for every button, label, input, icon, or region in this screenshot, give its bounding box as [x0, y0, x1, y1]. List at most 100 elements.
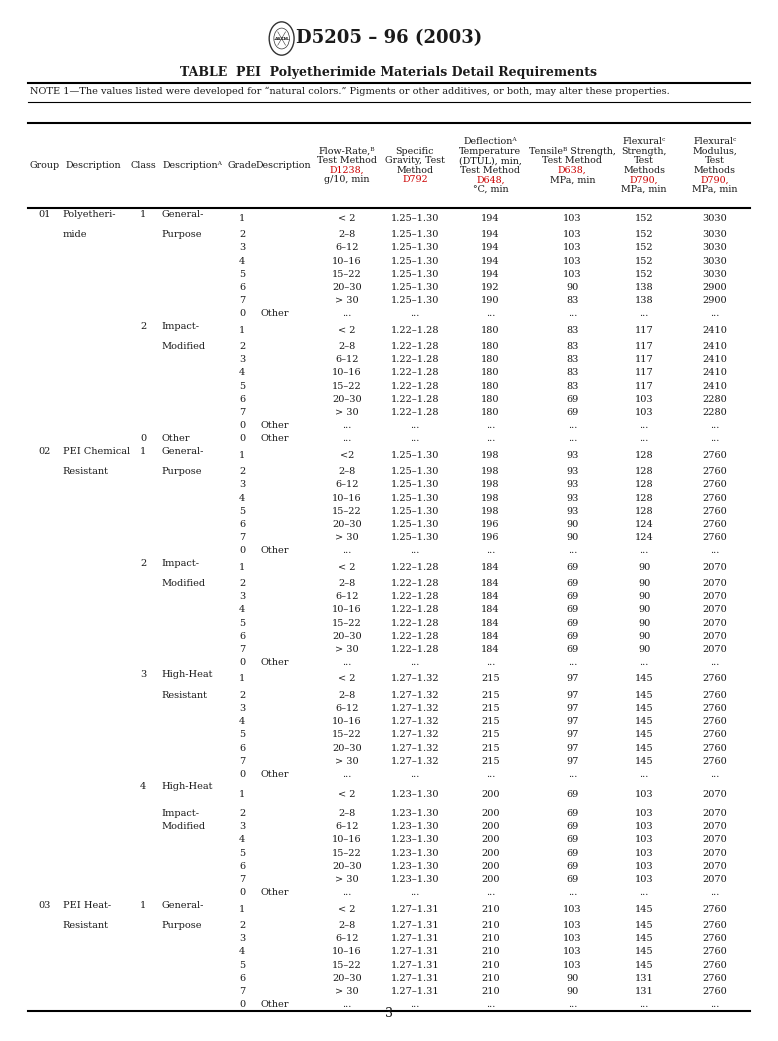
- Text: 6–12: 6–12: [335, 704, 359, 713]
- Text: ...: ...: [342, 309, 352, 319]
- Text: 3: 3: [239, 822, 245, 832]
- Text: 1.27–1.31: 1.27–1.31: [391, 921, 440, 931]
- Text: 215: 215: [481, 691, 499, 701]
- Text: Test: Test: [634, 156, 654, 166]
- Text: 97: 97: [566, 675, 579, 684]
- Text: 1.25–1.30: 1.25–1.30: [391, 519, 439, 529]
- Text: 20–30: 20–30: [332, 632, 362, 640]
- Text: ...: ...: [640, 888, 649, 897]
- Text: 103: 103: [635, 789, 654, 798]
- Text: 2760: 2760: [703, 921, 727, 931]
- Text: 1: 1: [239, 562, 245, 572]
- Text: 145: 145: [635, 731, 654, 739]
- Text: 117: 117: [635, 369, 654, 378]
- Text: 2760: 2760: [703, 743, 727, 753]
- Text: 2070: 2070: [703, 809, 727, 818]
- Text: Other: Other: [261, 309, 289, 319]
- Text: 0: 0: [140, 434, 146, 443]
- Text: 103: 103: [563, 230, 582, 239]
- Text: 184: 184: [481, 579, 499, 588]
- Text: 5: 5: [239, 961, 245, 969]
- Text: 145: 145: [635, 947, 654, 957]
- Text: 1.23–1.30: 1.23–1.30: [391, 822, 440, 832]
- Text: 124: 124: [635, 533, 654, 542]
- Text: 128: 128: [635, 493, 654, 503]
- Text: D790,: D790,: [700, 175, 729, 184]
- Text: 1.25–1.30: 1.25–1.30: [391, 244, 439, 253]
- Text: 1.27–1.32: 1.27–1.32: [391, 704, 440, 713]
- Text: 20–30: 20–30: [332, 283, 362, 291]
- Text: 1.23–1.30: 1.23–1.30: [391, 848, 440, 858]
- Text: ...: ...: [710, 999, 720, 1009]
- Text: D638,: D638,: [558, 166, 587, 175]
- Text: 2070: 2070: [703, 592, 727, 602]
- Text: 103: 103: [563, 213, 582, 223]
- Text: 69: 69: [566, 579, 579, 588]
- Text: 1.22–1.28: 1.22–1.28: [391, 342, 440, 351]
- Text: 1.22–1.28: 1.22–1.28: [391, 644, 440, 654]
- Text: 69: 69: [566, 822, 579, 832]
- Text: ...: ...: [568, 658, 577, 667]
- Text: Deflectionᴬ: Deflectionᴬ: [464, 137, 517, 146]
- Text: 1.22–1.28: 1.22–1.28: [391, 395, 440, 404]
- Text: 10–16: 10–16: [332, 947, 362, 957]
- Text: ...: ...: [342, 999, 352, 1009]
- Text: 3: 3: [239, 355, 245, 364]
- Text: 2900: 2900: [703, 296, 727, 305]
- Text: 7: 7: [239, 408, 245, 416]
- Text: ...: ...: [410, 434, 419, 443]
- Text: 180: 180: [481, 369, 499, 378]
- Text: 5: 5: [239, 507, 245, 515]
- Text: < 2: < 2: [338, 789, 356, 798]
- Text: 1.25–1.30: 1.25–1.30: [391, 230, 439, 239]
- Text: Other: Other: [261, 888, 289, 897]
- Text: MPa, min: MPa, min: [692, 185, 738, 194]
- Text: 103: 103: [635, 862, 654, 870]
- Text: Method: Method: [397, 166, 433, 175]
- Text: 210: 210: [481, 905, 499, 914]
- Text: 6–12: 6–12: [335, 934, 359, 943]
- Text: 2: 2: [239, 921, 245, 931]
- Text: 90: 90: [566, 283, 579, 291]
- Text: 97: 97: [566, 731, 579, 739]
- Text: ...: ...: [710, 769, 720, 779]
- Text: General-: General-: [162, 447, 204, 456]
- Text: 83: 83: [566, 342, 579, 351]
- Text: Description: Description: [66, 161, 121, 170]
- Text: Purpose: Purpose: [162, 230, 202, 239]
- Text: 2: 2: [239, 467, 245, 477]
- Text: 7: 7: [239, 987, 245, 996]
- Text: 103: 103: [563, 947, 582, 957]
- Text: 90: 90: [638, 632, 650, 640]
- Text: 2760: 2760: [703, 757, 727, 766]
- Text: Other: Other: [261, 658, 289, 667]
- Text: 83: 83: [566, 355, 579, 364]
- Text: 90: 90: [566, 987, 579, 996]
- Text: Test Method: Test Method: [317, 156, 377, 166]
- Text: 90: 90: [566, 519, 579, 529]
- Text: 20–30: 20–30: [332, 862, 362, 870]
- Text: 192: 192: [481, 283, 499, 291]
- Text: ...: ...: [410, 545, 419, 555]
- Text: 1.27–1.32: 1.27–1.32: [391, 717, 440, 727]
- Text: 1: 1: [239, 789, 245, 798]
- Text: 145: 145: [635, 905, 654, 914]
- Text: 198: 198: [481, 480, 499, 489]
- Text: °C, min: °C, min: [472, 185, 508, 194]
- Text: Class: Class: [131, 161, 156, 170]
- Text: Purpose: Purpose: [162, 467, 202, 477]
- Text: 93: 93: [566, 467, 579, 477]
- Text: 69: 69: [566, 644, 579, 654]
- Text: 1: 1: [239, 905, 245, 914]
- Text: 2410: 2410: [703, 326, 727, 334]
- Text: 117: 117: [635, 355, 654, 364]
- Text: 2: 2: [239, 809, 245, 818]
- Text: Resistant: Resistant: [162, 691, 208, 701]
- Text: 1.22–1.28: 1.22–1.28: [391, 326, 440, 334]
- Text: 0: 0: [239, 545, 245, 555]
- Text: 2: 2: [140, 322, 146, 331]
- Text: Resistant: Resistant: [63, 921, 109, 931]
- Text: 6: 6: [239, 743, 245, 753]
- Text: 131: 131: [635, 973, 654, 983]
- Text: 2–8: 2–8: [338, 342, 356, 351]
